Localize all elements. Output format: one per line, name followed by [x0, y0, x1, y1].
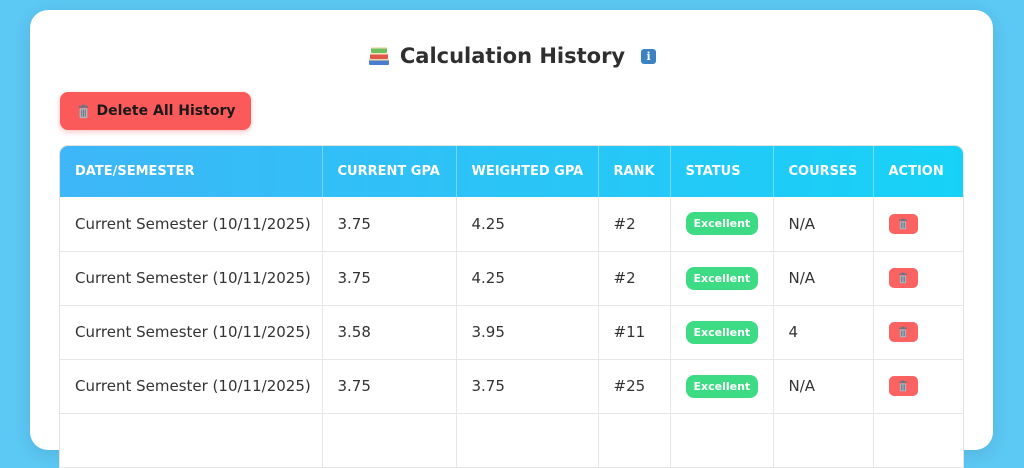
semester-cell — [60, 413, 323, 468]
current-gpa-cell: 3.75 — [322, 359, 457, 414]
action-cell — [873, 413, 963, 468]
trash-icon — [899, 380, 907, 392]
table-row: Current Semester (10/11/2025) 3.75 4.25 #2 E… — [60, 251, 963, 306]
column-header-weighted-gpa: WEIGHTED GPA — [456, 146, 599, 197]
status-cell — [670, 413, 774, 468]
delete-row-button[interactable] — [888, 376, 918, 396]
current-gpa-cell: 3.58 — [322, 305, 457, 360]
status-cell: Excellent — [670, 305, 774, 360]
table-row: Current Semester (10/11/2025) 3.58 3.95 #11… — [60, 305, 963, 360]
semester-cell: Current Semester (10/11/2025) — [60, 305, 323, 360]
info-icon[interactable]: i — [641, 48, 657, 64]
status-cell: Excellent — [670, 251, 774, 306]
column-header-action: ACTION — [888, 164, 944, 179]
current-gpa-cell — [322, 413, 457, 468]
trash-icon — [899, 272, 907, 284]
delete-all-history-label: Delete All History — [96, 103, 236, 119]
weighted-gpa-cell: 4.25 — [456, 197, 599, 252]
column-header-courses: COURSES — [773, 146, 874, 197]
status-cell: Excellent — [670, 197, 774, 252]
delete-row-button[interactable] — [888, 322, 918, 342]
rank-cell: #2 — [598, 197, 671, 252]
history-table: DATE/SEMESTER CURRENT GPA WEIGHTED GPA R… — [60, 146, 963, 468]
rank-cell: #25 — [598, 359, 671, 414]
semester-cell: Current Semester (10/11/2025) — [60, 359, 323, 414]
action-cell — [873, 305, 963, 360]
table-row: Current Semester (10/11/2025) 3.75 3.75 #25… — [60, 359, 963, 414]
action-cell — [873, 197, 963, 252]
status-badge: Excellent — [685, 212, 759, 236]
status-badge: Excellent — [685, 320, 759, 344]
action-cell — [873, 251, 963, 306]
delete-row-button[interactable] — [888, 213, 918, 234]
delete-row-button[interactable] — [888, 268, 918, 288]
trash-icon — [899, 326, 907, 338]
rank-cell: #2 — [598, 251, 671, 306]
courses-cell — [773, 413, 874, 468]
weighted-gpa-cell — [456, 413, 599, 468]
title-row: Calculation History i — [30, 40, 993, 72]
column-header-status: STATUS — [670, 146, 774, 197]
courses-cell: N/A — [773, 197, 874, 252]
books-icon — [367, 44, 391, 68]
table-row — [60, 413, 963, 468]
table-row: Current Semester (10/11/2025) 3.75 4.25 #2 E… — [60, 197, 963, 252]
courses-cell: N/A — [773, 251, 874, 306]
current-gpa-cell: 3.75 — [322, 197, 457, 252]
courses-cell: N/A — [773, 359, 874, 414]
action-cell — [873, 359, 963, 414]
status-badge: Excellent — [685, 266, 759, 290]
page-title: Calculation History — [399, 44, 626, 68]
semester-cell: Current Semester (10/11/2025) — [60, 251, 323, 306]
history-card: Calculation History i Delete All History… — [30, 10, 993, 468]
status-badge: Excellent — [685, 374, 759, 398]
delete-all-history-button[interactable]: Delete All History — [60, 92, 251, 130]
weighted-gpa-cell: 4.25 — [456, 251, 599, 306]
weighted-gpa-cell: 3.95 — [456, 305, 599, 360]
courses-cell: 4 — [773, 305, 874, 360]
current-gpa-cell: 3.75 — [322, 251, 457, 306]
weighted-gpa-cell: 3.75 — [456, 359, 599, 414]
column-header-rank: RANK — [598, 146, 671, 197]
history-table-wrapper: DATE/SEMESTER CURRENT GPA WEIGHTED GPA R… — [60, 146, 963, 468]
table-header-row: DATE/SEMESTER CURRENT GPA WEIGHTED GPA R… — [60, 146, 963, 197]
rank-cell — [598, 413, 671, 468]
status-cell: Excellent — [670, 359, 774, 414]
column-header-date-semester: DATE/SEMESTER — [60, 146, 323, 197]
rank-cell: #11 — [598, 305, 671, 360]
semester-cell: Current Semester (10/11/2025) — [60, 197, 323, 252]
column-header-current-gpa: CURRENT GPA — [322, 146, 457, 197]
trash-icon — [899, 218, 907, 229]
trash-icon — [78, 104, 88, 118]
